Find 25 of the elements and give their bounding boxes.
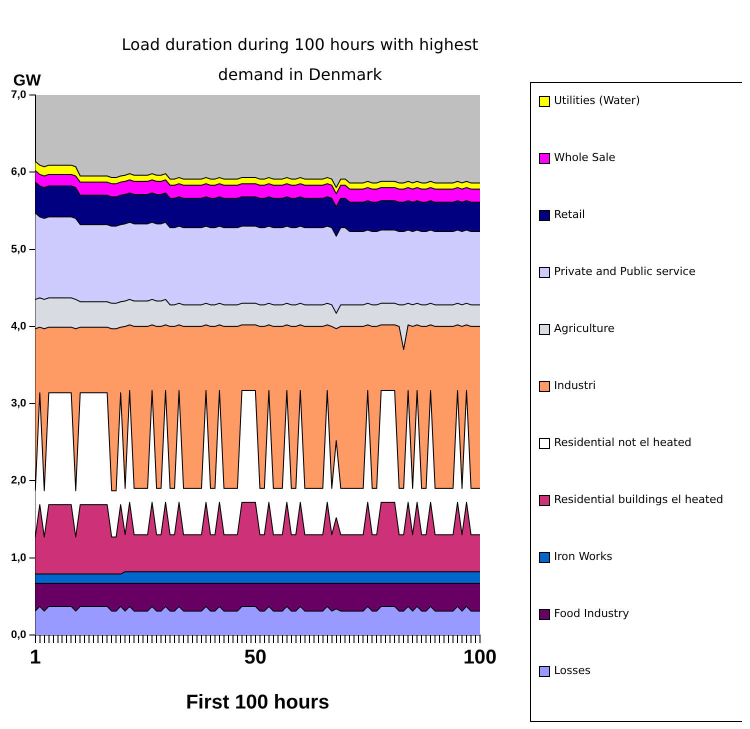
legend-label: Private and Public service [554,264,696,279]
x-tick-label: 50 [244,646,267,669]
y-tick-label: 2,0 [10,474,26,487]
legend-label: Retail [554,207,586,222]
y-tick-label: 3,0 [10,398,26,410]
legend-label: Losses [554,663,591,678]
y-axis-title: GW [13,72,42,90]
y-tick-label: 0,0 [10,629,26,642]
legend-label: Food Industry [554,606,630,621]
legend-label: Residential not el heated [554,435,692,450]
legend-label: Residential buildings el heated [554,492,724,507]
legend-label: Whole Sale [554,150,616,165]
x-tick-label: 100 [463,646,497,669]
legend-label: Iron Works [554,549,612,564]
y-tick-label: 6,0 [10,166,26,178]
y-tick-label: 4,0 [10,320,26,332]
y-tick-label: 1,0 [10,552,26,564]
legend-label: Agriculture [554,321,614,336]
y-tick-label: 5,0 [10,243,26,256]
legend-label: Utilities (Water) [554,93,640,108]
x-tick-label: 1 [30,646,41,669]
y-tick-label: 7,0 [10,89,26,102]
x-axis-title: First 100 hours [186,692,330,714]
legend-label: Industri [554,378,596,393]
chart-title: Load duration during 100 hours with highest demand in Denmark [120,34,480,86]
